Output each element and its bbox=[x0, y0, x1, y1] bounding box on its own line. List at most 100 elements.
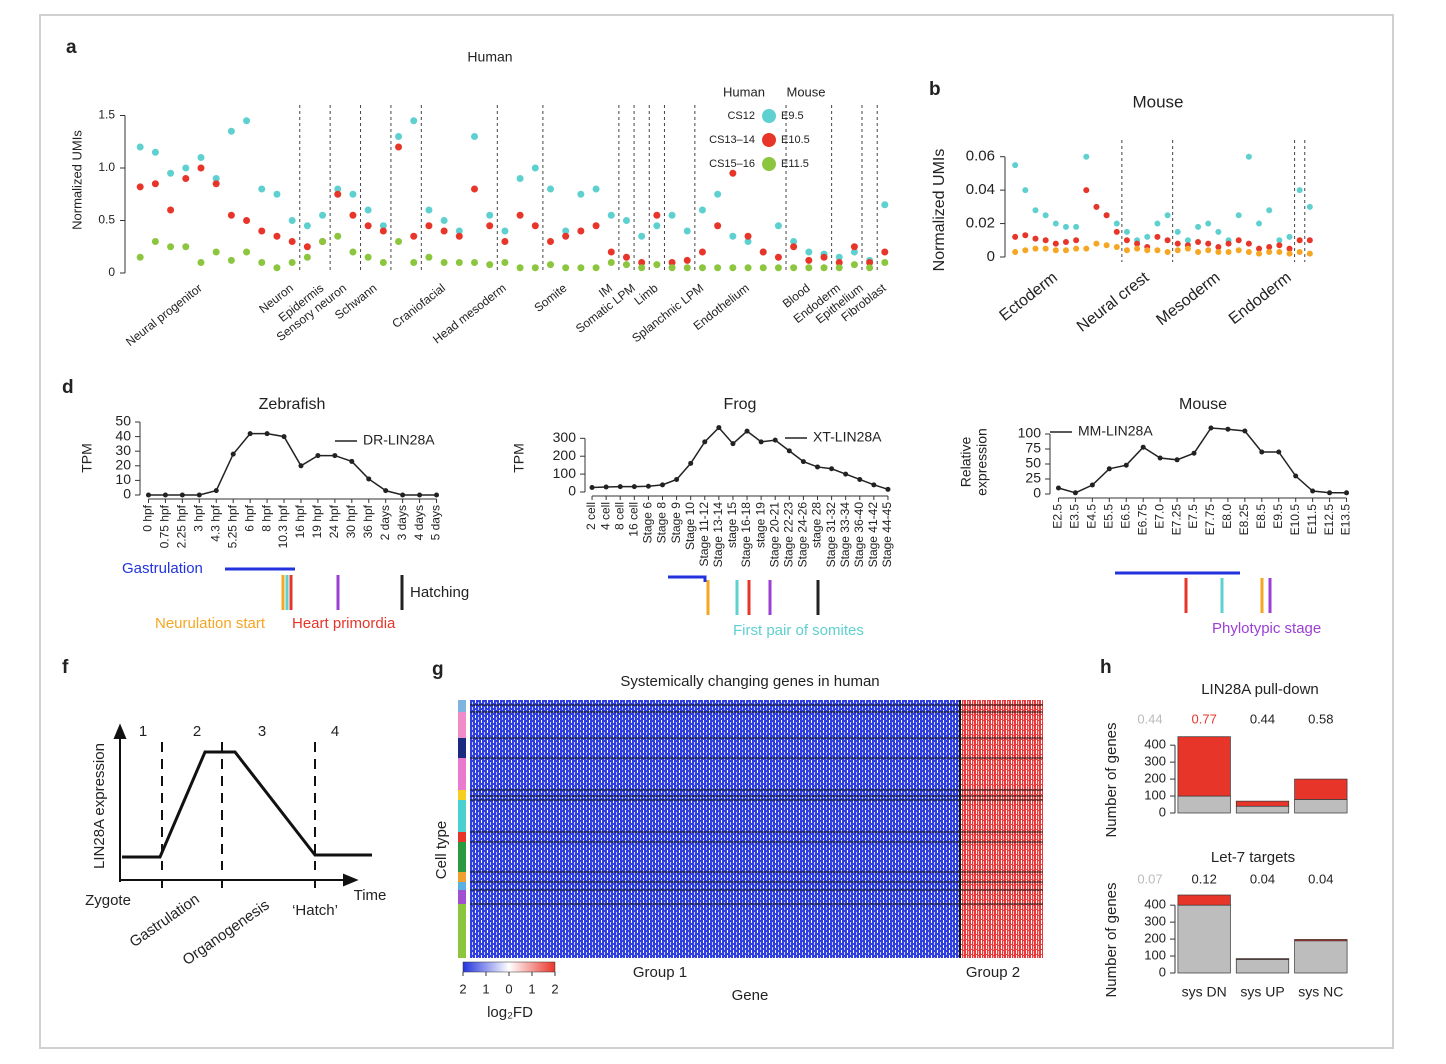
dot bbox=[638, 259, 646, 266]
annotation: Hatching bbox=[410, 584, 469, 601]
dot bbox=[1073, 223, 1080, 230]
dot bbox=[1113, 228, 1120, 235]
dot bbox=[1164, 248, 1171, 255]
x-tick-label: 0.75 hpf bbox=[158, 504, 172, 548]
dot bbox=[1134, 245, 1141, 252]
dot bbox=[212, 175, 220, 182]
point bbox=[196, 492, 202, 498]
heatmap-group-1 bbox=[470, 700, 960, 958]
title: Frog bbox=[724, 396, 757, 413]
x-tick-label: 8 hpf bbox=[259, 504, 273, 531]
x-tick-label: Stage 13-14 bbox=[711, 502, 725, 568]
x-tick-label: E12.5 bbox=[1322, 504, 1336, 536]
dot bbox=[546, 261, 554, 269]
x-tick-label: Stage 9 bbox=[669, 502, 683, 544]
x-tick-label: 16 cell bbox=[626, 502, 640, 537]
colorbar-tick-label: 1 bbox=[528, 981, 535, 996]
title: Human bbox=[467, 49, 512, 65]
point bbox=[1225, 426, 1231, 432]
dot bbox=[790, 264, 798, 272]
y-tick-label: 200 bbox=[1144, 931, 1166, 946]
x-tick-label: Stage 24-26 bbox=[796, 502, 810, 568]
dot bbox=[364, 222, 372, 230]
dot bbox=[790, 243, 798, 251]
dot bbox=[455, 232, 463, 240]
dot bbox=[258, 185, 266, 193]
x-tick-label: Stage 36-40 bbox=[852, 502, 866, 568]
dot bbox=[258, 259, 266, 266]
point bbox=[1327, 490, 1333, 496]
dot bbox=[288, 259, 296, 266]
point bbox=[1140, 444, 1146, 450]
point bbox=[1310, 488, 1316, 494]
point bbox=[617, 484, 623, 490]
point bbox=[702, 439, 708, 445]
dot bbox=[182, 175, 190, 182]
point bbox=[298, 463, 304, 469]
dot bbox=[1306, 250, 1313, 257]
stage-bars bbox=[225, 567, 1272, 615]
dot bbox=[501, 259, 509, 266]
legend-label: CS12 bbox=[727, 110, 755, 122]
dot bbox=[1164, 237, 1171, 244]
dot bbox=[243, 117, 251, 125]
dot bbox=[1052, 220, 1059, 227]
y-tick-label: 100 bbox=[1144, 947, 1166, 962]
dot bbox=[197, 164, 205, 172]
x-tick-label: E2.5 bbox=[1051, 504, 1065, 529]
x-tick-label: E5.5 bbox=[1101, 504, 1115, 529]
point bbox=[631, 484, 637, 490]
dot bbox=[1174, 228, 1181, 235]
bar-segment bbox=[1294, 799, 1348, 814]
y-label: TPM bbox=[511, 443, 527, 473]
dot bbox=[653, 222, 661, 230]
dot bbox=[790, 238, 798, 245]
y-tick-label: 0 bbox=[1033, 485, 1041, 501]
y-tick-label: 50 bbox=[115, 413, 131, 429]
y-tick-label: 40 bbox=[115, 427, 131, 443]
dot bbox=[516, 175, 524, 182]
x-tick-label: Stage 11-12 bbox=[697, 502, 711, 567]
dot bbox=[759, 264, 767, 272]
dot bbox=[1154, 233, 1161, 240]
dot bbox=[1276, 242, 1283, 249]
point bbox=[230, 451, 236, 457]
dot bbox=[881, 201, 889, 209]
x-tick-label: 2 days bbox=[378, 505, 392, 540]
x-tick-label: Stage 8 bbox=[655, 502, 669, 544]
dot bbox=[379, 222, 387, 230]
dot bbox=[1154, 220, 1161, 227]
dot bbox=[182, 164, 190, 172]
dot bbox=[303, 253, 311, 261]
dot bbox=[866, 264, 874, 272]
title: Mouse bbox=[1179, 396, 1227, 413]
dot bbox=[1266, 243, 1273, 250]
dot bbox=[1266, 248, 1273, 255]
x-tick-label: 5.25 hpf bbox=[225, 504, 239, 548]
x-tick-label: Stage 31-32 bbox=[824, 502, 838, 568]
dot bbox=[1195, 238, 1202, 245]
point bbox=[660, 482, 665, 488]
dot bbox=[334, 185, 342, 193]
dot bbox=[774, 264, 782, 272]
x-label: Time bbox=[354, 887, 387, 904]
panel-letter: b bbox=[929, 79, 941, 100]
dot bbox=[683, 227, 691, 235]
dot bbox=[1256, 250, 1263, 257]
x-tick-label: 0 hpf bbox=[141, 504, 155, 531]
x-tick-label: sys DN bbox=[1182, 984, 1227, 1000]
x-tick-label: 24 hpf bbox=[327, 504, 341, 538]
y-tick-label: 300 bbox=[1144, 754, 1166, 769]
dot bbox=[1225, 248, 1232, 255]
dot bbox=[1083, 153, 1090, 160]
dot bbox=[197, 154, 205, 161]
legend-label: E11.5 bbox=[781, 158, 809, 170]
dot bbox=[471, 185, 479, 193]
dot bbox=[866, 259, 874, 266]
dot bbox=[1123, 247, 1130, 254]
dot bbox=[136, 143, 144, 151]
dot bbox=[698, 264, 706, 272]
legend-label: E10.5 bbox=[781, 134, 810, 146]
dot bbox=[698, 206, 706, 214]
dot bbox=[349, 190, 357, 198]
